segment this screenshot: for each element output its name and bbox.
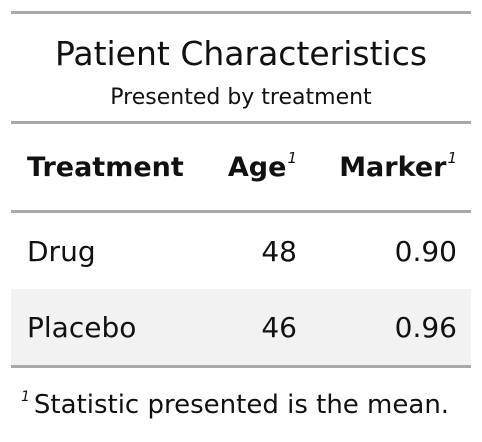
top-rule <box>11 11 471 14</box>
footnote-text: Statistic presented is the mean. <box>33 390 450 420</box>
header-age: Age1 <box>195 148 299 183</box>
header-top-rule <box>11 121 471 124</box>
table-footnote: 1 Statistic presented is the mean. <box>20 389 450 420</box>
table-title: Patient Characteristics <box>54 34 428 73</box>
marker-footnote-mark: 1 <box>447 148 457 167</box>
summary-table: Patient Characteristics Presented by tre… <box>11 11 471 368</box>
cell-marker: 0.96 <box>394 310 457 344</box>
cell-marker: 0.90 <box>394 234 457 268</box>
age-footnote-mark: 1 <box>287 148 297 167</box>
cell-age: 46 <box>261 310 297 344</box>
cell-treatment: Placebo <box>27 310 137 344</box>
bottom-rule <box>11 365 471 368</box>
header-marker: Marker1 <box>299 148 471 183</box>
cell-age: 48 <box>261 234 297 268</box>
header-marker-label: Marker <box>339 151 447 183</box>
cell-treatment: Drug <box>27 234 96 268</box>
header-treatment: Treatment <box>11 152 195 183</box>
table-row: Drug 48 0.90 <box>11 213 471 289</box>
footnote-mark: 1 <box>21 389 30 406</box>
column-header-row: Treatment Age1 Marker1 <box>11 124 471 210</box>
header-treatment-label: Treatment <box>27 151 184 183</box>
header-bottom-rule <box>11 210 471 213</box>
table-subtitle: Presented by treatment <box>110 85 372 110</box>
table-row: Placebo 46 0.96 <box>11 289 471 365</box>
header-age-label: Age <box>227 151 287 183</box>
